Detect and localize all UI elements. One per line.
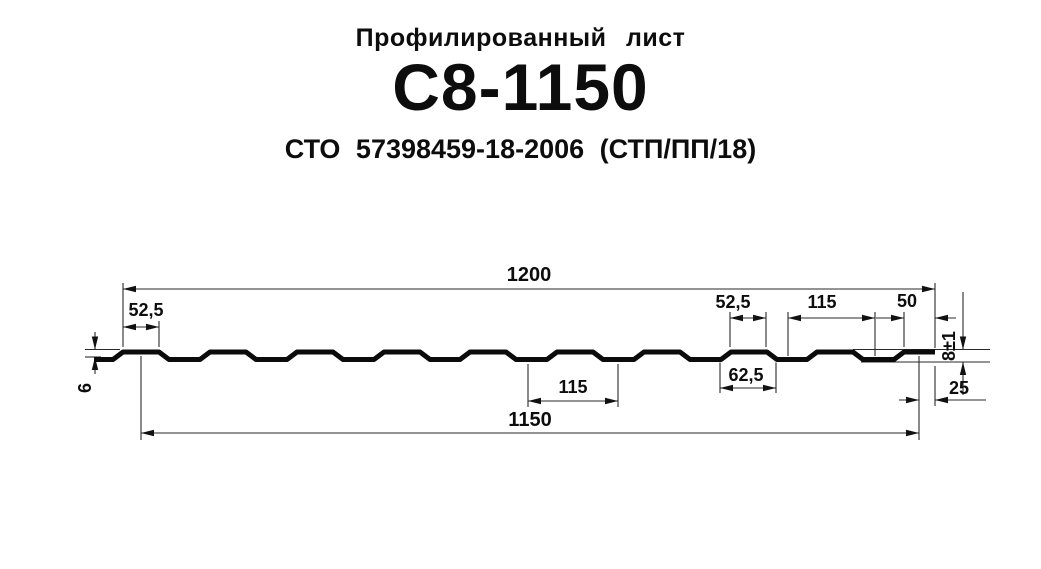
arrow-left-icon — [935, 396, 948, 404]
dim-crest-base-width-label: 62,5 — [728, 365, 763, 385]
arrow-left-icon — [788, 314, 801, 322]
sheet-type-title: Профилированный лист — [355, 24, 686, 52]
sheet-model-title: С8-1150 — [392, 50, 649, 124]
dim-useful-width: 1150 — [140, 356, 920, 440]
dim-crest-flat-left: 52,5 — [123, 300, 164, 347]
dim-end-crest-width-label: 50 — [897, 291, 917, 311]
dim-overall-width-label: 1200 — [507, 264, 552, 286]
arrow-left-icon — [123, 323, 136, 331]
dim-crest-flat-right-label: 52,5 — [715, 292, 750, 312]
arrow-right-icon — [891, 314, 904, 322]
arrow-left-icon — [528, 397, 541, 405]
arrow-left-icon — [720, 384, 733, 392]
dim-wave-pitch-bottom: 115 — [527, 364, 619, 407]
arrow-left-icon — [141, 429, 154, 437]
arrow-right-icon — [146, 323, 159, 331]
arrow-right-icon — [753, 314, 766, 322]
dim-left-edge-height: 6 — [75, 332, 120, 393]
dim-crest-flat-left-label: 52,5 — [128, 300, 163, 320]
dim-overall-width: 1200 — [122, 264, 936, 348]
sheet-standard-title: СТО 57398459-18-2006 (СТП/ПП/18) — [284, 134, 757, 164]
arrow-up-icon — [959, 362, 967, 375]
arrow-right-icon — [922, 285, 935, 293]
arrow-up-icon — [91, 357, 99, 370]
dim-right-lip: 25 — [899, 366, 986, 406]
arrow-right-icon — [763, 384, 776, 392]
dim-profile-height-label: 8±1 — [939, 331, 959, 361]
arrow-down-icon — [959, 336, 967, 350]
dim-end-crest-width: 50 — [876, 291, 956, 347]
arrow-down-icon — [91, 336, 99, 350]
arrow-left-icon — [935, 314, 948, 322]
dim-wave-pitch-top-label: 115 — [807, 292, 836, 312]
dim-wave-pitch-bottom-label: 115 — [558, 377, 587, 397]
arrow-right-icon — [906, 396, 919, 404]
dim-wave-pitch-top: 115 — [787, 292, 876, 356]
dim-useful-width-label: 1150 — [508, 409, 551, 431]
dim-crest-flat-right: 52,5 — [715, 292, 767, 347]
dim-right-lip-label: 25 — [949, 378, 969, 398]
arrow-left-icon — [123, 285, 136, 293]
dim-left-edge-height-label: 6 — [75, 383, 95, 393]
dim-profile-height: 8±1 — [853, 292, 990, 395]
arrow-left-icon — [730, 314, 743, 322]
profile-outline — [94, 349, 935, 362]
arrow-right-icon — [862, 314, 875, 322]
arrow-right-icon — [906, 429, 919, 437]
dim-crest-base-width: 62,5 — [719, 362, 777, 393]
arrow-right-icon — [605, 397, 618, 405]
